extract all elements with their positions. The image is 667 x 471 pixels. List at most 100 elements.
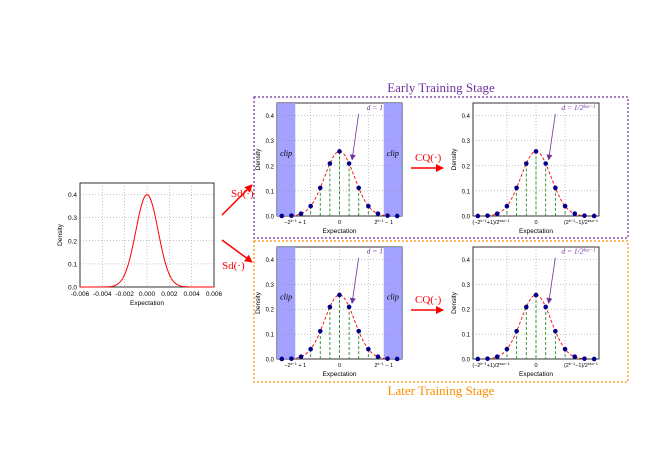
x-axis-label: Expectation <box>519 371 553 378</box>
quantized-point <box>582 356 587 361</box>
quantized-point <box>572 211 578 216</box>
quantized-point <box>308 346 313 352</box>
y-tick-label: 0.4 <box>266 114 275 120</box>
quantized-point <box>582 213 587 218</box>
step-size-arrow <box>546 257 556 304</box>
y-tick-label: 0.3 <box>266 283 275 289</box>
quantized-point <box>494 354 500 360</box>
x-tick-label: −2k−1 + 1 <box>284 362 306 369</box>
clip-label-left: clip <box>280 293 292 302</box>
quantized-point <box>591 356 597 362</box>
quantized-point <box>279 356 285 362</box>
x-tick-label: (−2k−1+1)/2ksc−1 <box>472 219 509 226</box>
quantized-point <box>514 328 519 334</box>
quantized-point <box>533 149 539 154</box>
quantized-point <box>485 356 490 361</box>
quantized-point <box>394 356 400 362</box>
step-size-label: d = 1/2ksc−1 <box>561 103 595 112</box>
step-size-arrow <box>546 113 556 161</box>
quantized-point <box>327 161 333 166</box>
x-tick-label: (2k−1−1)/2ksc−1 <box>564 219 598 226</box>
quantized-point <box>298 354 304 360</box>
y-tick-label: 0.2 <box>462 308 471 314</box>
panel-later-sd: clip clip 0.0 0.1 0.2 0.3 0.4 −2k−1 + 1 0 2k−1 − … <box>255 246 403 378</box>
x-tick-label: 0.006 <box>206 291 223 298</box>
quantized-point <box>346 304 352 310</box>
quantized-point <box>475 356 481 362</box>
y-tick-label: 0.0 <box>266 358 275 364</box>
x-tick-label: 0.004 <box>184 291 201 298</box>
quantized-point <box>289 356 294 361</box>
x-tick-label: 0 <box>534 363 537 369</box>
y-tick-label: 0.1 <box>266 189 275 195</box>
y-tick-label: 0.0 <box>266 215 275 221</box>
x-axis-label: Expectation <box>323 371 357 378</box>
sd-arrow-up <box>221 184 253 216</box>
quantized-point <box>475 213 481 219</box>
quantized-point <box>375 354 381 360</box>
y-tick-label: 0.4 <box>68 192 77 199</box>
y-axis-label: Density <box>451 148 458 170</box>
y-tick-label: 0.3 <box>68 215 77 222</box>
quantized-point <box>485 213 490 218</box>
quantized-point <box>298 211 304 216</box>
quantized-point <box>327 304 333 310</box>
quantized-point <box>385 213 390 218</box>
sd-arrow-down <box>221 239 253 263</box>
step-size-label: d = 1 <box>367 103 383 112</box>
x-tick-label: (2k−1−1)/2ksc−1 <box>564 362 598 369</box>
quantized-point <box>385 356 390 361</box>
quantized-point <box>337 149 342 154</box>
quantized-point <box>553 185 558 191</box>
gaussian-series-line <box>80 194 214 288</box>
quantized-point <box>494 211 500 216</box>
quantized-point <box>337 292 342 298</box>
quantized-point <box>317 185 323 191</box>
quantized-point <box>543 161 548 166</box>
y-tick-label: 0.3 <box>462 283 471 289</box>
clip-label-right: clip <box>387 293 399 302</box>
y-tick-label: 0.1 <box>266 333 275 339</box>
step-size-label: d = 1 <box>367 247 383 256</box>
y-tick-label: 0.0 <box>462 358 471 364</box>
quantized-point <box>317 328 323 334</box>
clip-region-left <box>277 247 296 359</box>
x-tick-label: −2k−1 + 1 <box>284 219 306 226</box>
quantized-point <box>375 211 381 216</box>
quantized-point <box>346 161 352 166</box>
x-tick-label: 2k−1 − 1 <box>374 219 393 226</box>
x-axis-label: Expectation <box>519 228 553 235</box>
later-stage-label: Later Training Stage <box>388 383 495 398</box>
y-tick-label: 0.2 <box>462 164 471 170</box>
x-axis-label: Expectation <box>323 228 357 235</box>
cq-label-early: CQ(·) <box>415 152 442 164</box>
x-axis-label: Expectation <box>130 300 164 307</box>
cq-label-later: CQ(·) <box>415 294 442 306</box>
quantized-point <box>524 304 529 310</box>
quantized-point <box>366 346 371 352</box>
y-tick-label: 0.2 <box>68 238 77 245</box>
y-axis-label: Density <box>451 291 458 313</box>
y-tick-label: 0.1 <box>68 261 77 268</box>
x-tick-label: (−2k−1+1)/2ksc−1 <box>472 362 509 369</box>
clip-region-right <box>383 103 402 216</box>
clip-region-left <box>277 103 296 216</box>
panel-early-cq: 0.0 0.1 0.2 0.3 0.4 (−2k−1+1)/2ksc−1 0 (2k−1−1)… <box>451 102 600 235</box>
quantized-point <box>524 161 529 166</box>
quantized-point <box>504 346 510 352</box>
quantized-point <box>543 304 548 310</box>
x-tick-label: -0.006 <box>71 291 90 298</box>
clip-label-right: clip <box>387 149 399 158</box>
quantized-point <box>572 354 578 360</box>
quantized-point <box>356 328 362 334</box>
y-tick-label: 0.1 <box>462 333 471 339</box>
early-stage-frame <box>253 96 629 239</box>
quantized-point <box>356 185 362 191</box>
step-size-arrow <box>349 113 360 161</box>
step-size-label: d = 1/2ksc−1 <box>561 247 595 256</box>
quantized-point <box>279 213 285 219</box>
x-tick-label: 0 <box>338 363 341 369</box>
quantized-point <box>591 213 597 219</box>
x-tick-label: -0.004 <box>93 291 112 298</box>
y-axis-label: Density <box>255 148 262 170</box>
